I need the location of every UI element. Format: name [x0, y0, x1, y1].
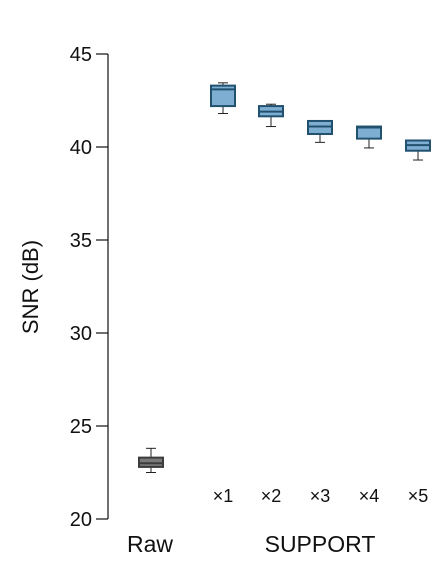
category-label-x3: ×3 [310, 486, 331, 506]
category-label-x5: ×5 [408, 486, 429, 506]
group-label-raw: Raw [127, 531, 173, 557]
box-x4 [356, 125, 382, 149]
y-tick-label: 35 [70, 230, 92, 252]
y-tick-label: 30 [70, 323, 92, 345]
category-labels: ×1 ×2 ×3 ×4 ×5 [213, 486, 429, 506]
y-tick-label: 25 [70, 416, 92, 438]
box-x2 [258, 103, 284, 128]
group-label-support: SUPPORT [265, 531, 376, 557]
y-tick-label: 20 [70, 509, 92, 531]
category-label-x2: ×2 [261, 486, 282, 506]
category-label-x1: ×1 [213, 486, 234, 506]
category-label-x4: ×4 [359, 486, 380, 506]
y-ticks: 20 25 30 35 40 45 [70, 44, 108, 531]
box-series [138, 82, 431, 473]
y-tick-label: 40 [70, 137, 92, 159]
box-x5 [405, 139, 431, 161]
y-axis-label: SNR (dB) [18, 240, 43, 334]
box-x1 [210, 82, 236, 115]
y-tick-label: 45 [70, 44, 92, 66]
box-iqr [210, 84, 236, 108]
box-x3 [307, 119, 333, 143]
box-raw [138, 447, 164, 473]
